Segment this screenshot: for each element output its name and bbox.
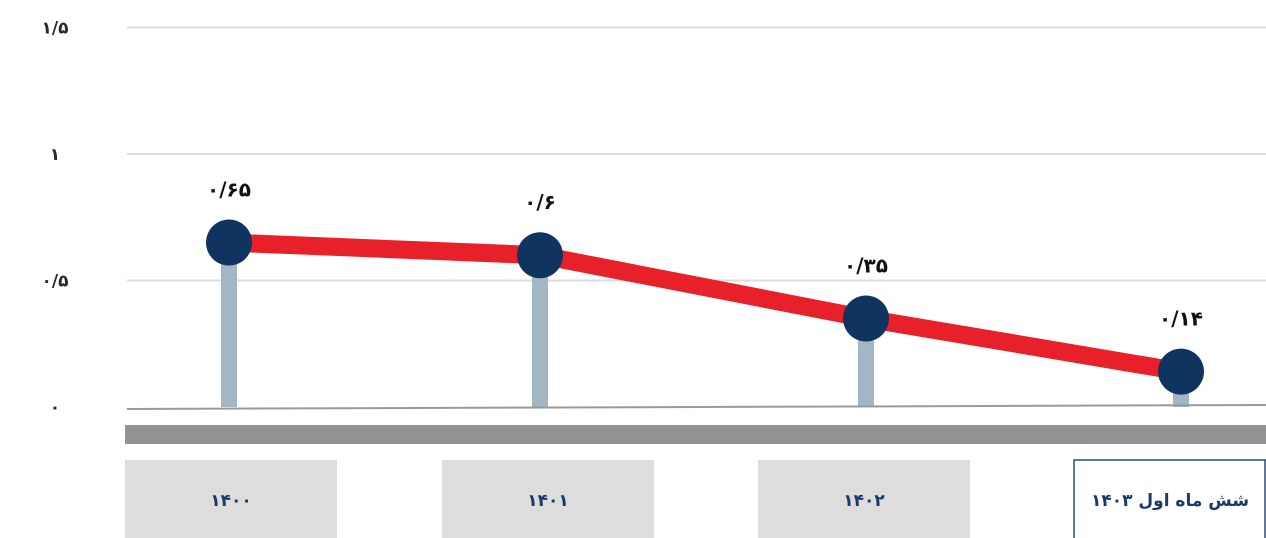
data-label: ۰/۳۵: [844, 253, 888, 277]
y-tick-label: ۱/۵: [42, 19, 69, 39]
category-label: ۱۴۰۲: [843, 491, 885, 511]
category-box: [442, 460, 654, 538]
stem: [221, 242, 237, 407]
category-box: [125, 460, 337, 538]
axis-band: [125, 425, 1266, 444]
y-tick-label: ۱: [50, 145, 60, 165]
y-tick-label: ۰: [50, 398, 60, 418]
data-point: [843, 295, 889, 342]
data-label: ۰/۶۵: [207, 178, 251, 202]
category-label: شش ماه اول ۱۴۰۳: [1091, 491, 1249, 511]
x-axis-baseline: [126, 404, 1266, 410]
y-tick-label: ۰/۵: [42, 272, 69, 292]
stem: [532, 255, 548, 407]
markers: [206, 219, 1204, 395]
category-box: [1073, 459, 1266, 538]
category-boxes: ۱۴۰۰ ۱۴۰۱ ۱۴۰۲ شش ماه اول ۱۴۰۳: [125, 459, 1266, 538]
data-point: [206, 219, 252, 266]
series-line-layer: [220, 233, 1190, 381]
category-box: [758, 460, 970, 538]
data-point: [1158, 348, 1204, 395]
stems: [221, 242, 1189, 407]
data-labels: ۰/۶۵ ۰/۶ ۰/۳۵ ۰/۱۴: [207, 178, 1203, 331]
data-label: ۰/۶: [524, 190, 556, 214]
category-label: ۱۴۰۰: [210, 491, 252, 511]
series-line: [220, 233, 1190, 381]
data-label: ۰/۱۴: [1159, 307, 1203, 331]
y-axis-ticks: ۰ ۰/۵ ۱ ۱/۵: [42, 19, 69, 419]
category-label: ۱۴۰۱: [527, 491, 569, 511]
data-point: [517, 232, 563, 279]
